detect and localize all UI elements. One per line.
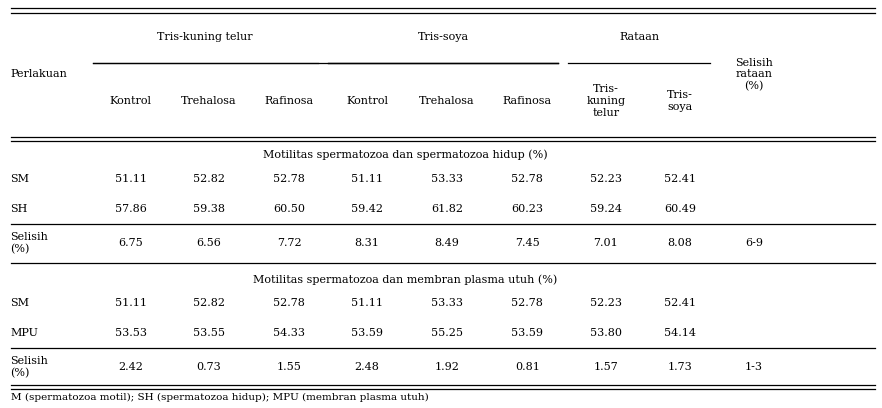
Text: 60.49: 60.49 [664,204,696,214]
Text: 53.80: 53.80 [590,328,622,338]
Text: Kontrol: Kontrol [109,96,152,106]
Text: 2.48: 2.48 [355,362,379,372]
Text: 53.59: 53.59 [351,328,383,338]
Text: 53.59: 53.59 [512,328,543,338]
Text: 61.82: 61.82 [431,204,463,214]
Text: MPU: MPU [11,328,39,338]
Text: Tris-
kuning
telur: Tris- kuning telur [587,84,625,118]
Text: 55.25: 55.25 [431,328,463,338]
Text: 53.55: 53.55 [193,328,225,338]
Text: 54.14: 54.14 [664,328,696,338]
Text: Perlakuan: Perlakuan [11,69,67,80]
Text: 51.11: 51.11 [351,298,383,308]
Text: 51.11: 51.11 [115,298,146,308]
Text: Trehalosa: Trehalosa [419,96,475,106]
Text: Rafinosa: Rafinosa [265,96,314,106]
Text: 7.45: 7.45 [515,238,540,248]
Text: M (spermatozoa motil); SH (spermatozoa hidup); MPU (membran plasma utuh): M (spermatozoa motil); SH (spermatozoa h… [11,393,429,402]
Text: 0.73: 0.73 [197,362,221,372]
Text: Kontrol: Kontrol [346,96,388,106]
Text: 53.33: 53.33 [431,174,463,184]
Text: 52.82: 52.82 [193,298,225,308]
Text: 52.41: 52.41 [664,298,696,308]
Text: 51.11: 51.11 [115,174,146,184]
Text: 57.86: 57.86 [115,204,146,214]
Text: SH: SH [11,204,28,214]
Text: SM: SM [11,298,30,308]
Text: 54.33: 54.33 [273,328,305,338]
Text: Rafinosa: Rafinosa [503,96,552,106]
Text: 52.78: 52.78 [273,174,305,184]
Text: 60.50: 60.50 [273,204,305,214]
Text: 8.31: 8.31 [355,238,379,248]
Text: 60.23: 60.23 [512,204,543,214]
Text: Motilitas spermatozoa dan membran plasma utuh (%): Motilitas spermatozoa dan membran plasma… [253,275,557,285]
Text: 51.11: 51.11 [351,174,383,184]
Text: 7.72: 7.72 [277,238,302,248]
Text: 53.33: 53.33 [431,298,463,308]
Text: Tris-soya: Tris-soya [418,32,468,42]
Text: 59.38: 59.38 [193,204,225,214]
Text: 1.55: 1.55 [277,362,302,372]
Text: Tris-
soya: Tris- soya [667,90,693,112]
Text: 59.42: 59.42 [351,204,383,214]
Text: 52.23: 52.23 [590,174,622,184]
Text: 52.82: 52.82 [193,174,225,184]
Text: 0.81: 0.81 [515,362,540,372]
Text: 6-9: 6-9 [745,238,763,248]
Text: 1.73: 1.73 [668,362,692,372]
Text: 59.24: 59.24 [590,204,622,214]
Text: 7.01: 7.01 [594,238,618,248]
Text: 1.57: 1.57 [594,362,618,372]
Text: 6.75: 6.75 [118,238,143,248]
Text: Selisih
(%): Selisih (%) [11,233,49,254]
Text: 52.41: 52.41 [664,174,696,184]
Text: 2.42: 2.42 [118,362,143,372]
Text: Selisih
(%): Selisih (%) [11,356,49,378]
Text: 8.49: 8.49 [435,238,460,248]
Text: 6.56: 6.56 [197,238,221,248]
Text: Motilitas spermatozoa dan spermatozoa hidup (%): Motilitas spermatozoa dan spermatozoa hi… [263,149,548,160]
Text: Tris-kuning telur: Tris-kuning telur [157,32,253,42]
Text: Rataan: Rataan [619,32,659,42]
Text: 1-3: 1-3 [745,362,763,372]
Text: 52.78: 52.78 [512,298,543,308]
Text: SM: SM [11,174,30,184]
Text: 53.53: 53.53 [115,328,146,338]
Text: 1.92: 1.92 [435,362,460,372]
Text: Trehalosa: Trehalosa [181,96,237,106]
Text: 52.23: 52.23 [590,298,622,308]
Text: 52.78: 52.78 [512,174,543,184]
Text: 8.08: 8.08 [668,238,692,248]
Text: 52.78: 52.78 [273,298,305,308]
Text: Selisih
rataan
(%): Selisih rataan (%) [736,58,773,91]
